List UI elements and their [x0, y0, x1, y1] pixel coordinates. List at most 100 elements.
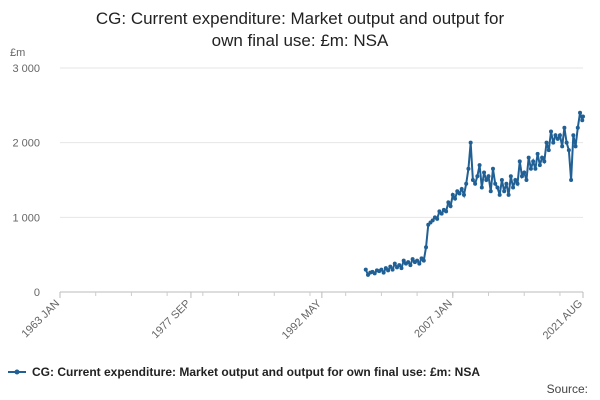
point: [580, 118, 585, 123]
chart-title: CG: Current expenditure: Market output a…: [96, 9, 505, 28]
point: [450, 192, 455, 197]
legend-label: CG: Current expenditure: Market output a…: [32, 365, 480, 379]
point: [401, 258, 406, 263]
point: [464, 181, 469, 186]
point: [424, 245, 429, 250]
point: [488, 189, 493, 194]
point: [459, 186, 464, 191]
point: [406, 260, 411, 265]
point: [461, 192, 466, 197]
y-tick-label: 2 000: [12, 138, 40, 150]
y-tick-label: 1 000: [12, 212, 40, 224]
point: [372, 271, 377, 276]
point: [446, 200, 451, 205]
point: [486, 174, 491, 179]
point: [466, 166, 471, 171]
point: [544, 140, 549, 145]
point: [515, 181, 520, 186]
point: [475, 174, 480, 179]
point: [551, 140, 556, 145]
point: [379, 267, 384, 272]
point: [524, 178, 529, 182]
point: [479, 185, 484, 190]
point: [560, 144, 565, 149]
x-tick-label: 1977 SEP: [150, 298, 194, 342]
point: [493, 181, 498, 186]
point: [517, 159, 522, 164]
chart-title: own final use: £m: NSA: [212, 31, 389, 50]
point: [484, 178, 489, 182]
point: [513, 178, 518, 182]
source: Source:: [547, 382, 588, 396]
point: [435, 216, 440, 221]
point: [408, 263, 413, 268]
point: [528, 166, 533, 171]
point: [468, 140, 473, 145]
point: [575, 125, 580, 130]
y-tick-label: 3 000: [12, 63, 40, 75]
point: [477, 163, 482, 168]
point: [522, 170, 527, 175]
point: [386, 268, 391, 273]
point: [526, 155, 531, 160]
point: [388, 264, 393, 269]
point: [506, 192, 511, 197]
point: [363, 267, 368, 272]
point: [535, 151, 540, 156]
point: [511, 185, 516, 190]
point: [470, 178, 475, 182]
point: [457, 191, 462, 196]
line: [364, 112, 584, 277]
x-tick-label: 1963 JAN: [19, 298, 62, 341]
point: [533, 166, 538, 171]
point: [542, 159, 547, 164]
point: [381, 270, 386, 275]
x-tick-label: 2007 JAN: [412, 298, 455, 341]
point: [540, 155, 545, 160]
point: [557, 133, 562, 138]
point: [421, 258, 426, 263]
point: [453, 196, 458, 201]
point: [553, 133, 558, 138]
point: [392, 261, 397, 266]
point: [564, 140, 569, 145]
point: [417, 261, 422, 266]
point: [555, 136, 560, 141]
point: [508, 174, 513, 179]
point: [549, 129, 554, 134]
point: [546, 148, 551, 153]
y-axis-label: £m: [10, 47, 25, 59]
legend-marker: [14, 369, 20, 375]
point: [448, 204, 453, 209]
point: [519, 174, 524, 179]
point: [581, 114, 585, 119]
x-tick-label: 1992 MAY: [280, 297, 325, 342]
point: [578, 110, 583, 115]
point: [569, 178, 574, 182]
point: [566, 148, 571, 153]
point: [430, 218, 435, 223]
point: [415, 258, 420, 263]
point: [397, 263, 402, 268]
point: [499, 178, 504, 182]
point: [504, 181, 509, 186]
y-tick-label: 0: [34, 287, 40, 299]
point: [390, 267, 395, 272]
point: [537, 163, 542, 168]
point: [571, 133, 576, 138]
point: [497, 192, 502, 197]
point: [444, 209, 449, 214]
point: [410, 257, 415, 262]
x-tick-label: 2021 AUG: [541, 298, 585, 342]
point: [490, 166, 495, 171]
point: [562, 125, 567, 130]
point: [482, 170, 487, 175]
point: [573, 144, 578, 149]
point: [473, 181, 478, 186]
point: [399, 266, 404, 271]
point: [531, 159, 536, 164]
point: [495, 185, 500, 190]
point: [502, 189, 507, 194]
point: [439, 211, 444, 216]
